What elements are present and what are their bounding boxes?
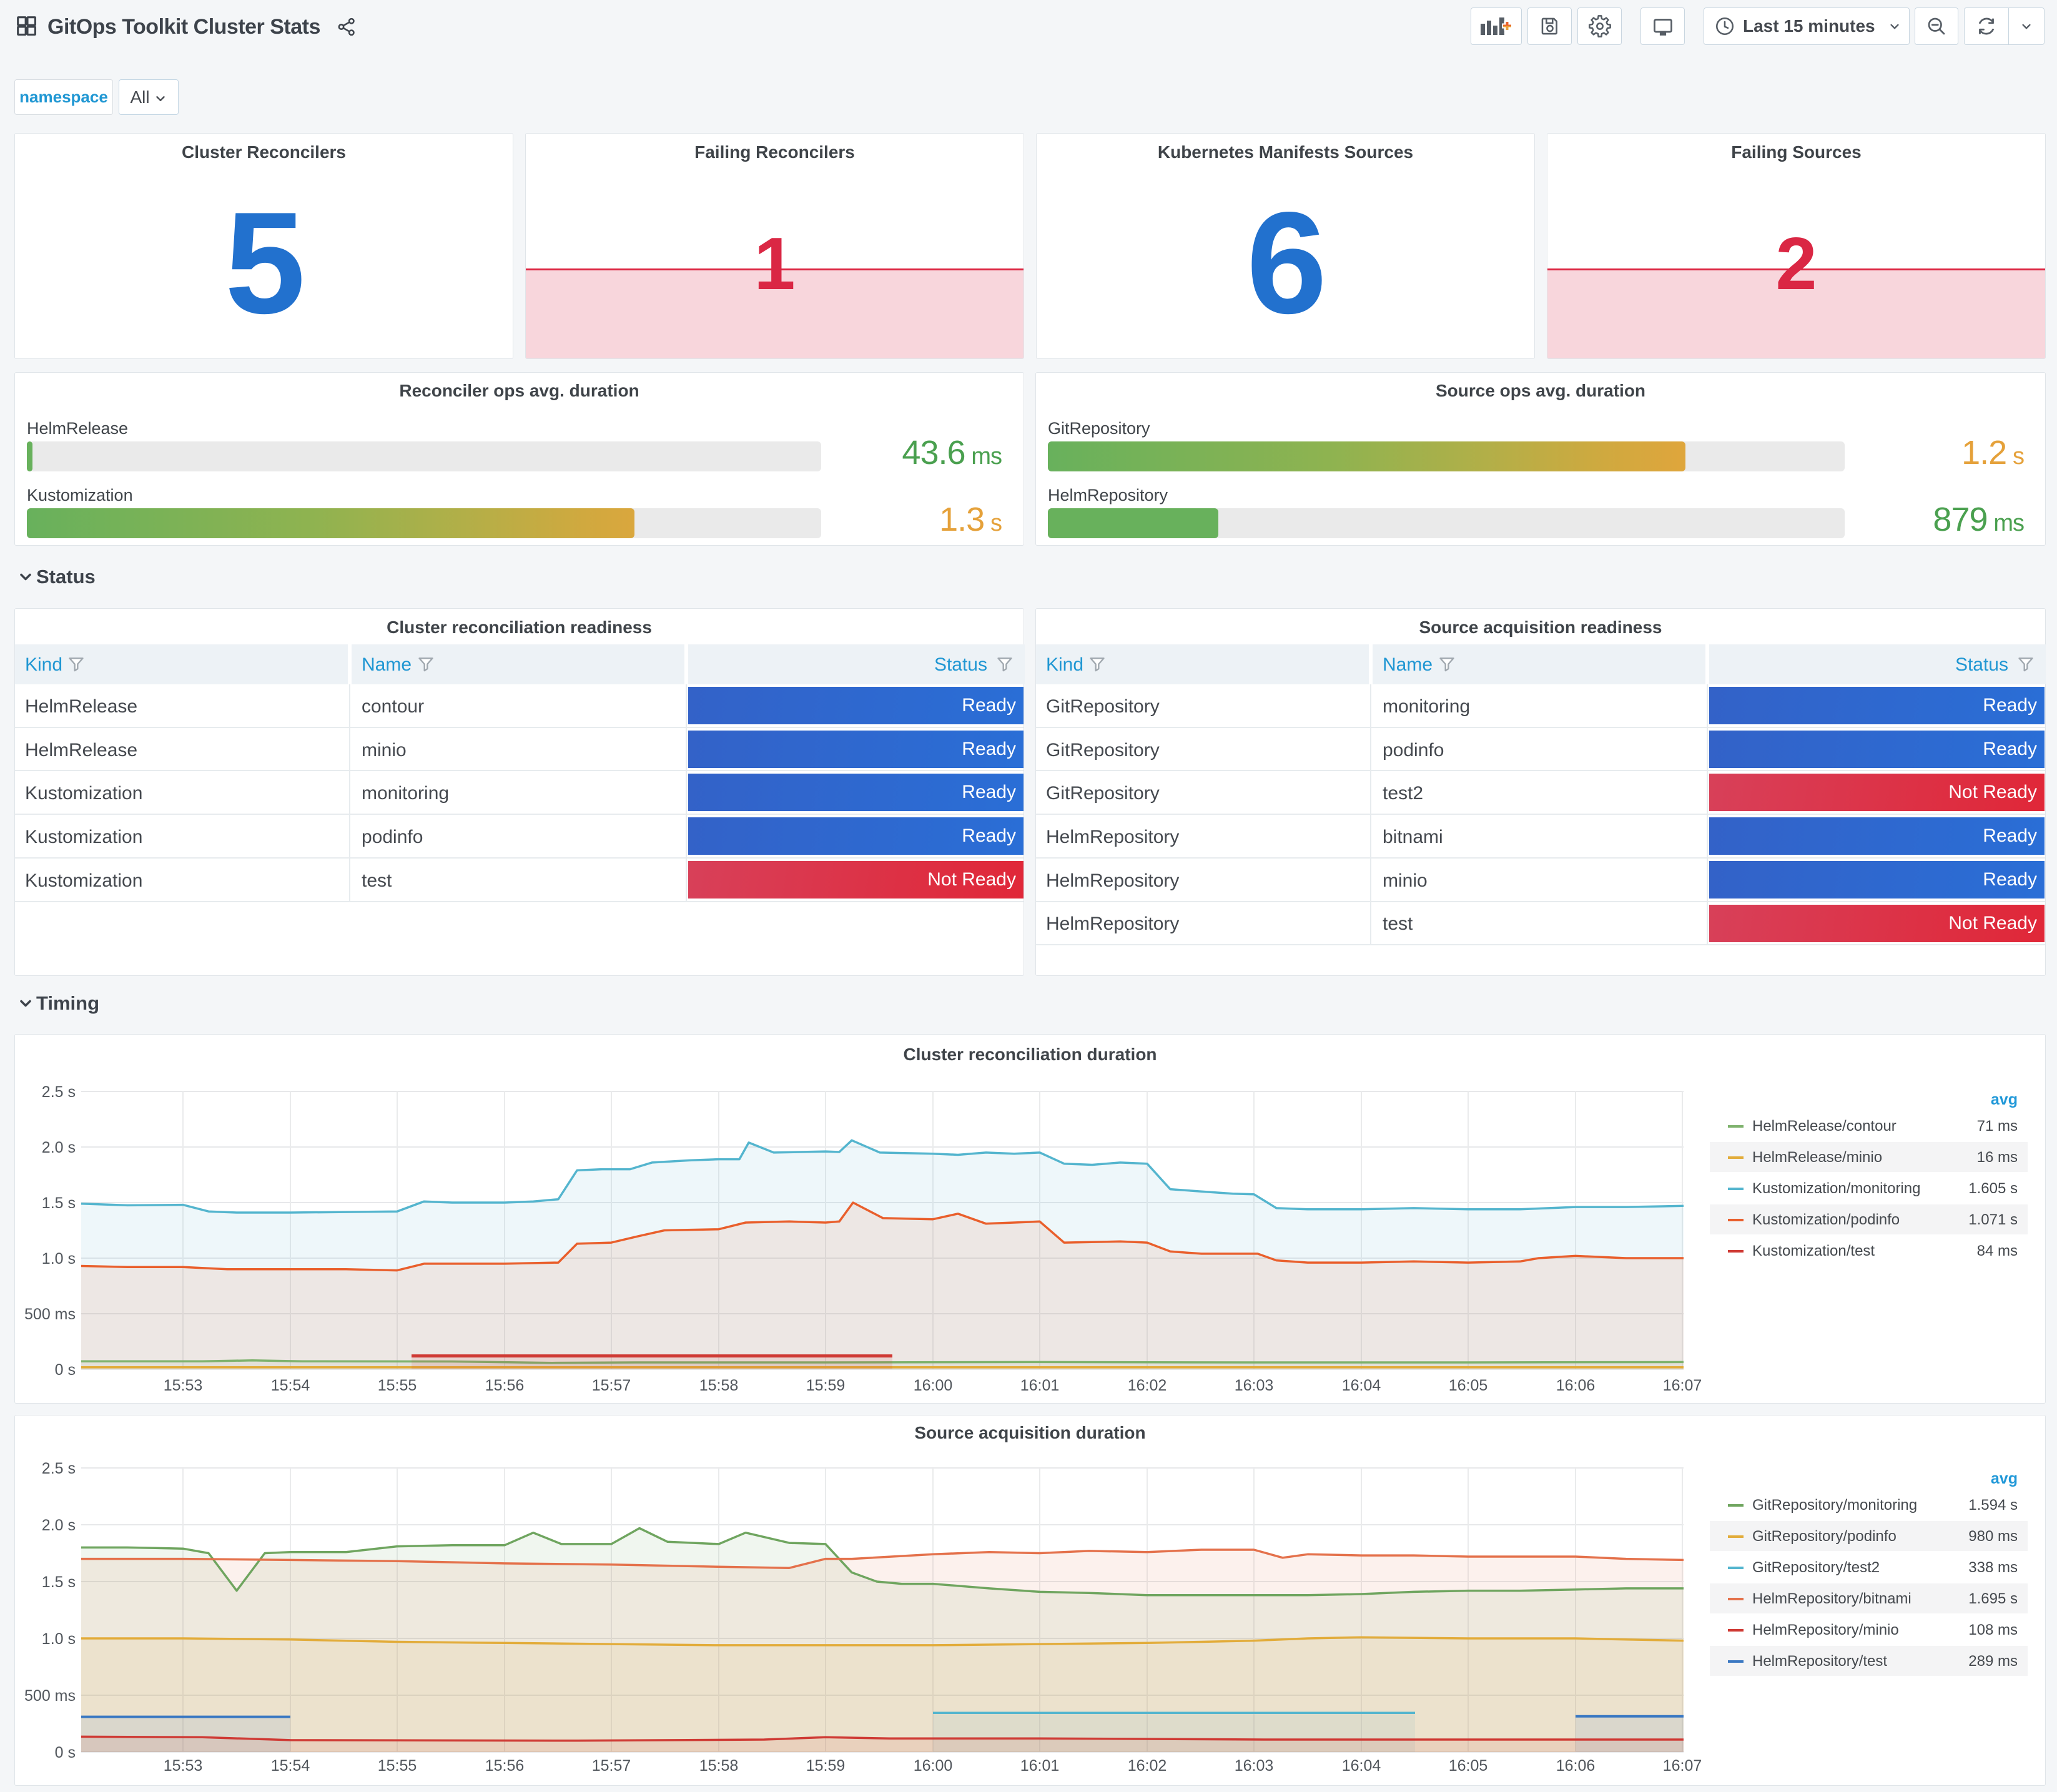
svg-text:15:54: 15:54 [271,1377,310,1394]
svg-text:16:03: 16:03 [1235,1377,1274,1394]
svg-text:15:56: 15:56 [485,1377,525,1394]
svg-text:0 s: 0 s [55,1744,76,1761]
svg-text:2.5 s: 2.5 s [42,1083,76,1101]
svg-text:16:06: 16:06 [1556,1757,1596,1775]
svg-text:15:56: 15:56 [485,1757,525,1775]
svg-text:0 s: 0 s [55,1361,76,1379]
svg-text:16:07: 16:07 [1663,1757,1702,1775]
svg-text:16:02: 16:02 [1128,1377,1167,1394]
svg-text:16:05: 16:05 [1449,1757,1488,1775]
svg-text:1.0 s: 1.0 s [42,1250,76,1268]
svg-text:2.5 s: 2.5 s [42,1460,76,1477]
svg-text:16:01: 16:01 [1020,1757,1060,1775]
svg-text:15:58: 15:58 [699,1757,739,1775]
svg-text:15:59: 15:59 [806,1377,846,1394]
svg-text:16:05: 16:05 [1449,1377,1488,1394]
svg-text:15:53: 15:53 [164,1377,203,1394]
svg-text:15:54: 15:54 [271,1757,310,1775]
svg-text:16:06: 16:06 [1556,1377,1596,1394]
svg-text:1.5 s: 1.5 s [42,1194,76,1212]
svg-text:16:00: 16:00 [914,1377,953,1394]
svg-text:16:04: 16:04 [1342,1377,1381,1394]
svg-text:16:01: 16:01 [1020,1377,1060,1394]
svg-text:15:55: 15:55 [378,1377,417,1394]
svg-text:1.5 s: 1.5 s [42,1573,76,1591]
svg-text:15:57: 15:57 [592,1757,631,1775]
svg-text:16:04: 16:04 [1342,1757,1381,1775]
svg-text:15:59: 15:59 [806,1757,846,1775]
svg-text:15:55: 15:55 [378,1757,417,1775]
svg-text:15:58: 15:58 [699,1377,739,1394]
svg-text:16:00: 16:00 [914,1757,953,1775]
svg-text:2.0 s: 2.0 s [42,1517,76,1534]
svg-text:2.0 s: 2.0 s [42,1139,76,1156]
svg-text:1.0 s: 1.0 s [42,1630,76,1648]
svg-text:15:53: 15:53 [164,1757,203,1775]
svg-text:15:57: 15:57 [592,1377,631,1394]
svg-text:500 ms: 500 ms [24,1687,76,1705]
svg-text:16:07: 16:07 [1663,1377,1702,1394]
svg-text:16:02: 16:02 [1128,1757,1167,1775]
svg-text:500 ms: 500 ms [24,1306,76,1323]
svg-text:16:03: 16:03 [1235,1757,1274,1775]
